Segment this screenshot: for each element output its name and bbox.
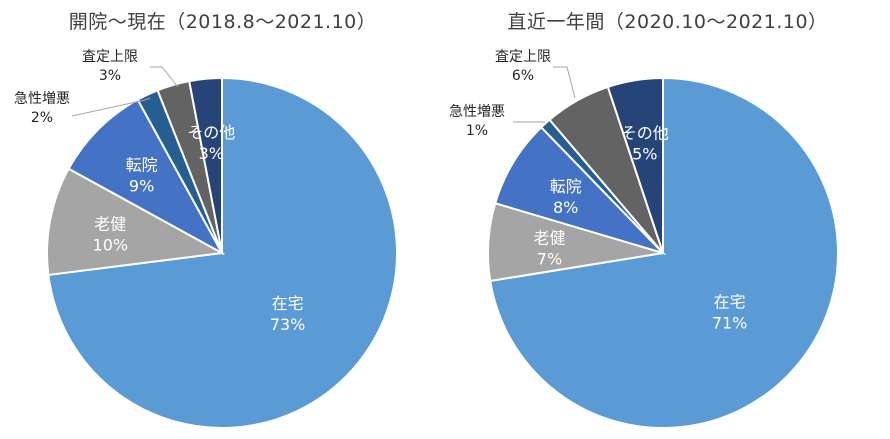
- pie-chart-since-opening: 開院～現在（2018.8～2021.10） 在宅 73% 老健 10% 転院 9% 急性増悪…: [14, 11, 398, 429]
- chart-title: 直近一年間（2020.10～2021.10）: [507, 11, 828, 33]
- slice-value-label: 9%: [129, 177, 154, 196]
- slice-label: その他: [621, 124, 669, 143]
- slice-value-label: 71%: [712, 314, 748, 333]
- slice-label: その他: [187, 123, 235, 142]
- slice-value-label: 73%: [270, 315, 306, 334]
- pie-svg: 在宅 73% 老健 10% 転院 9% 急性増悪 2% 査定上限 3% その他 3%: [14, 49, 398, 429]
- slice-label: 在宅: [272, 294, 304, 313]
- slice-label: 査定上限: [495, 49, 551, 65]
- slice-value-label: 6%: [512, 68, 534, 84]
- slice-label: 老健: [94, 215, 126, 234]
- slice-value-label: 3%: [199, 144, 224, 163]
- slice-value-label: 5%: [632, 145, 657, 164]
- leader-line: [150, 66, 179, 88]
- leader-line: [71, 97, 151, 117]
- slice-label: 査定上限: [82, 49, 138, 65]
- slice-label: 急性増悪: [449, 104, 505, 120]
- pie-slice: [606, 76, 664, 254]
- slice-value-label: 1%: [466, 123, 488, 139]
- slice-label: 在宅: [714, 293, 746, 312]
- slice-value-label: 8%: [553, 198, 578, 217]
- slice-value-label: 10%: [93, 236, 129, 255]
- pie-slice: [46, 167, 226, 277]
- pie-slice: [493, 125, 667, 256]
- slice-label: 老健: [533, 229, 565, 248]
- slice-label: 転院: [126, 156, 158, 175]
- slice-label: 転院: [550, 177, 582, 196]
- slice-value-label: 7%: [537, 250, 562, 269]
- leader-line: [553, 66, 576, 99]
- pie-chart-last-year: 直近一年間（2020.10～2021.10） 在宅 71% 老健 7% 転院 8% 急性増悪…: [445, 0, 890, 439]
- chart-title: 開院～現在（2018.8～2021.10）: [68, 11, 377, 33]
- slice-value-label: 2%: [31, 110, 53, 126]
- pie-slice: [188, 76, 223, 254]
- slice-value-label: 3%: [99, 68, 121, 84]
- slice-label: 急性増悪: [14, 91, 70, 107]
- pie-svg: 在宅 71% 老健 7% 転院 8% 急性増悪 1% 査定上限 6% その他 5%: [449, 49, 839, 429]
- pie-slice: [67, 98, 225, 256]
